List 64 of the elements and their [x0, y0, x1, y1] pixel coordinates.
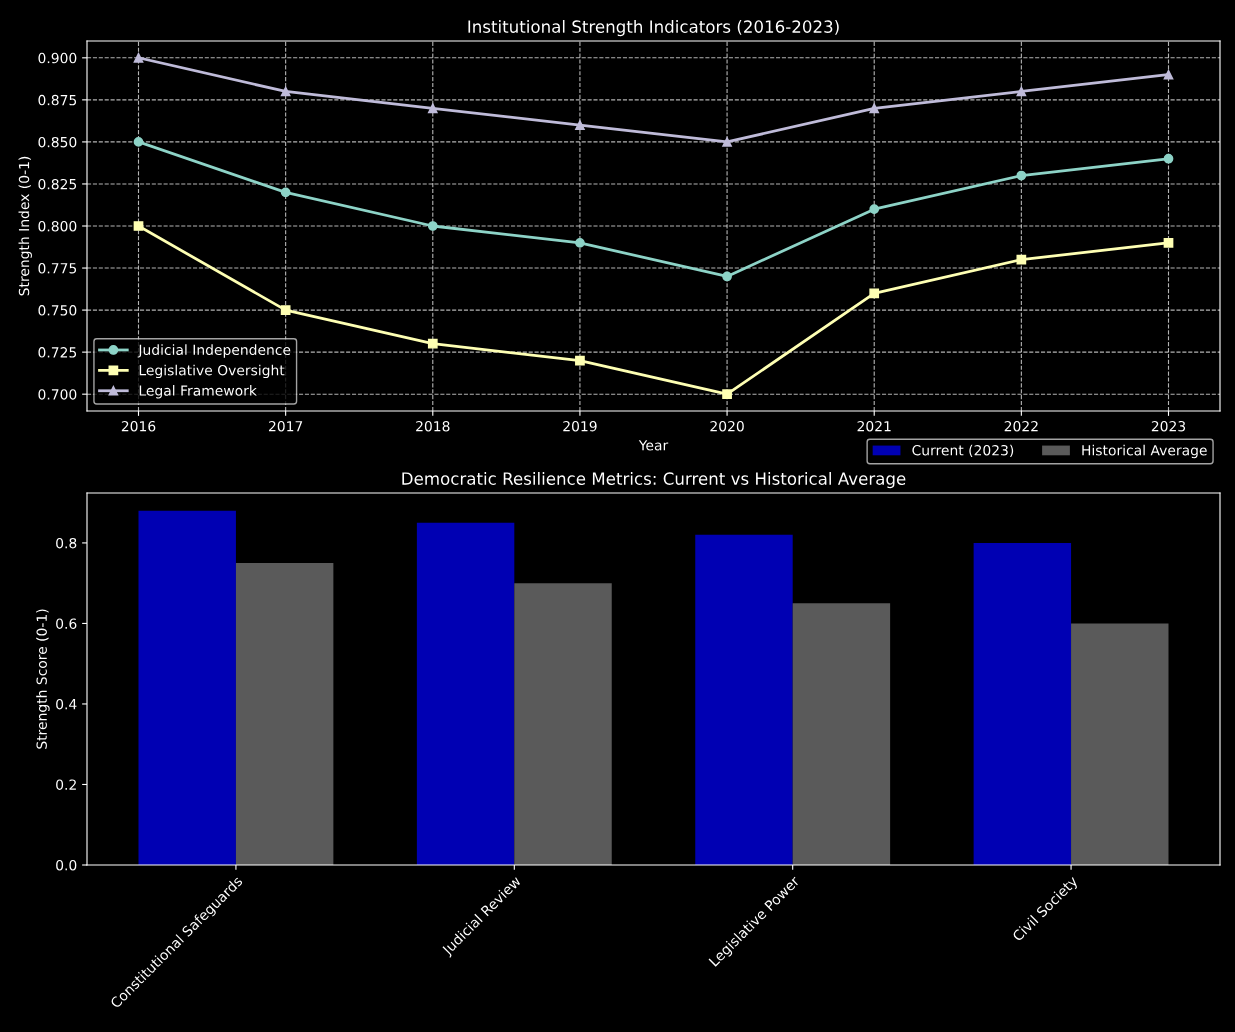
point: [722, 389, 732, 400]
x-tick-label: 2018: [416, 420, 450, 432]
legend-label: Current (2023): [912, 444, 1014, 458]
y-tick-label: 0.850: [38, 136, 77, 148]
point: [869, 288, 880, 299]
bar: [695, 534, 793, 865]
chart-title: Democratic Resilience Metrics: Current vs Historical Average: [402, 472, 906, 489]
legend-label: Judicial Independence: [137, 344, 291, 358]
point: [575, 120, 585, 130]
point: [1016, 86, 1027, 97]
y-tick-label: 0.875: [38, 94, 77, 106]
legend-label: Legislative Oversight: [139, 364, 285, 379]
legend-label: Historical Average: [1082, 444, 1207, 459]
point: [1016, 170, 1027, 181]
point: [1016, 254, 1027, 265]
point: [427, 338, 438, 349]
y-axis-title: Strength Score (0-1): [36, 609, 50, 749]
point: [280, 305, 291, 315]
point: [1163, 69, 1174, 80]
point: [280, 187, 291, 198]
point: [1163, 153, 1174, 164]
y-tick-label: 0.4: [56, 698, 77, 710]
x-tick-label: 2017: [268, 420, 303, 432]
point: [280, 86, 291, 97]
point: [133, 52, 144, 63]
y-tick-label: 0.750: [38, 305, 77, 316]
y-tick-label: 0.2: [56, 779, 76, 790]
y-tick-label: 0.825: [38, 178, 77, 190]
bar: [514, 583, 612, 865]
point: [1163, 237, 1174, 248]
bar: [973, 542, 1072, 865]
x-tick-label: 2021: [857, 420, 891, 432]
x-tick-label: 2019: [563, 420, 597, 432]
bar: [235, 563, 334, 865]
bar: [1071, 623, 1169, 865]
bar: [138, 510, 236, 865]
point: [133, 137, 144, 147]
point: [869, 103, 880, 114]
point: [722, 137, 732, 147]
x-tick-label: 2016: [121, 420, 156, 432]
y-tick-label: 0.775: [38, 263, 77, 274]
legend-label: Legal Framework: [139, 385, 257, 399]
point: [575, 237, 585, 248]
x-axis-title: Year: [638, 440, 669, 451]
y-tick-label: 0.6: [56, 618, 77, 629]
bar: [792, 603, 891, 865]
point: [722, 271, 732, 282]
bar: [416, 522, 515, 865]
y-axis-title: Strength Index (0-1): [18, 156, 32, 296]
point: [427, 103, 438, 114]
chart-title: Institutional Strength Indicators (2016-2023): [468, 20, 839, 37]
y-tick-label: 0.725: [38, 347, 77, 358]
point: [869, 204, 880, 215]
point: [427, 221, 438, 231]
point: [575, 355, 585, 366]
point: [133, 221, 144, 231]
y-tick-label: 0.8: [56, 537, 77, 549]
x-tick-label: 2020: [710, 420, 744, 432]
x-tick-label: 2022: [1004, 420, 1038, 432]
y-tick-label: 0.0: [56, 859, 77, 871]
y-tick-label: 0.700: [38, 389, 77, 400]
y-tick-label: 0.800: [38, 220, 77, 232]
x-tick-label: 2023: [1151, 420, 1186, 432]
y-tick-label: 0.900: [38, 52, 77, 64]
